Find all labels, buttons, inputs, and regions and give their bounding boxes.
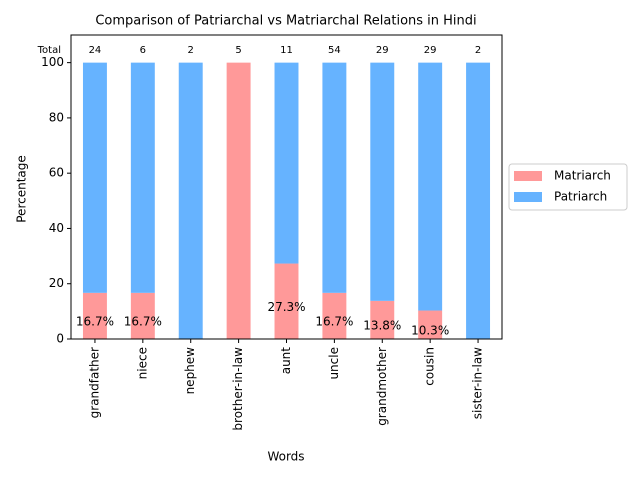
chart-title: Comparison of Patriarchal vs Matriarchal…	[95, 14, 476, 29]
legend-swatch	[514, 171, 542, 181]
bar-segment	[418, 310, 443, 339]
value-label: 10.3%	[411, 323, 449, 337]
y-tick-label: 80	[49, 110, 64, 124]
total-label: 6	[140, 45, 146, 56]
total-label: 11	[280, 45, 293, 56]
x-tick-label: grandmother	[375, 347, 389, 426]
value-label: 16.7%	[315, 314, 353, 328]
plot: 0 20 40 60 80 100 16.7% grandfather 24 16.7% niece…	[41, 45, 491, 431]
bar-segment	[322, 62, 347, 293]
bar-segment	[418, 62, 443, 311]
x-axis-label: Words	[267, 450, 304, 464]
x-tick-label: aunt	[279, 347, 293, 375]
y-axis-label: Percentage	[15, 155, 29, 223]
bar-segment	[178, 62, 203, 340]
x-tick-label: niece	[135, 347, 149, 379]
totals-label: Total	[37, 45, 61, 56]
total-label: 29	[424, 45, 437, 56]
y-tick-label: 60	[49, 166, 64, 180]
y-tick-label: 40	[49, 221, 64, 235]
x-tick-label: sister-in-law	[471, 347, 485, 419]
x-tick-label: cousin	[423, 347, 437, 386]
bar-segment	[274, 263, 299, 339]
value-label: 13.8%	[363, 318, 401, 332]
y-tick-label: 20	[49, 276, 64, 290]
bar-segment	[82, 292, 107, 339]
bar-segment	[370, 300, 395, 339]
total-label: 24	[89, 45, 102, 56]
bar-segment	[130, 292, 155, 339]
x-tick-label: brother-in-law	[231, 347, 245, 431]
bar-segment	[226, 62, 251, 340]
bar-segment	[82, 62, 107, 293]
y-tick-label: 100	[41, 55, 64, 69]
total-label: 2	[188, 45, 194, 56]
x-tick-label: grandfather	[87, 347, 101, 418]
total-label: 54	[328, 45, 341, 56]
bar-segment	[466, 62, 491, 340]
legend-label: Matriarch	[554, 169, 611, 183]
value-label: 16.7%	[76, 314, 114, 328]
legend-label: Patriarch	[554, 190, 607, 204]
bar-segment	[274, 62, 299, 264]
total-label: 2	[475, 45, 481, 56]
bar-segment	[322, 292, 347, 339]
x-tick-label: nephew	[183, 347, 197, 395]
bar-segment	[130, 62, 155, 293]
x-tick-label: uncle	[327, 347, 341, 380]
y-tick-label: 0	[56, 332, 64, 346]
value-label: 27.3%	[267, 300, 305, 314]
value-label: 16.7%	[124, 314, 162, 328]
legend-swatch	[514, 192, 542, 202]
bar-segment	[370, 62, 395, 301]
total-label: 5	[235, 45, 241, 56]
total-label: 29	[376, 45, 389, 56]
axes-frame	[70, 34, 503, 340]
